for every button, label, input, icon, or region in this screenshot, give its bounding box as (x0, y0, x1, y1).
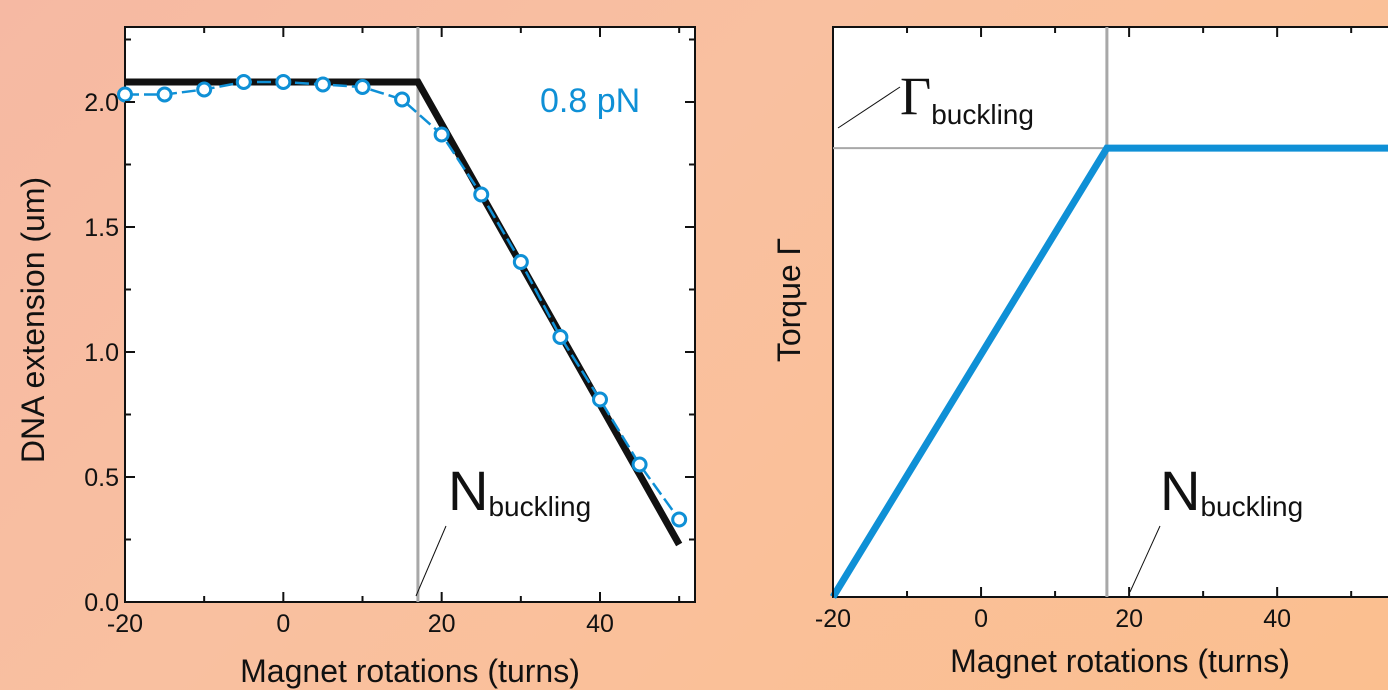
fit-line (125, 78, 683, 547)
y-tick-label: 0.5 (84, 464, 119, 492)
data-line (125, 80, 681, 521)
y-tick-label: 0.0 (84, 589, 119, 617)
data-point (156, 86, 173, 103)
right-n-buckling-symbol: N (1160, 459, 1200, 522)
right-y-axis-label: Torque Γ (771, 238, 807, 362)
right-y-axis-label-text: Torque Γ (771, 238, 807, 362)
data-point (275, 74, 292, 90)
data-point (117, 86, 133, 103)
right-chart-marks (830, 27, 1388, 599)
data-point (235, 74, 252, 90)
x-tick-label: 40 (586, 610, 614, 638)
x-tick-label: 0 (974, 605, 988, 633)
torque-line (830, 144, 1388, 599)
gamma-symbol: Γ (900, 66, 931, 126)
data-point (394, 91, 411, 108)
left-plot-area (124, 26, 696, 603)
data-point (671, 511, 688, 528)
left-chart-marks (117, 27, 688, 602)
gamma-subscript: buckling (931, 99, 1034, 130)
y-tick-label: 1.5 (84, 214, 119, 242)
y-tick-label: 2.0 (84, 89, 119, 117)
left-n-buckling-pointer (415, 525, 447, 597)
x-tick-label: -20 (815, 605, 851, 633)
data-point (433, 126, 450, 143)
right-plot-area (832, 26, 1388, 598)
x-tick-label: 40 (1263, 605, 1291, 633)
right-x-axis-label: Magnet rotations (turns) (950, 643, 1290, 679)
right-chart-ticks: -20 0 20 40 (815, 27, 1353, 633)
right-n-buckling-label: Nbuckling (1160, 459, 1303, 522)
x-tick-label: 20 (1115, 605, 1143, 633)
data-point (473, 186, 490, 203)
left-chart: -20 0 20 40 0.0 0.5 1.0 1.5 2.0 0.8 pN Nbuckling… (15, 26, 696, 689)
x-tick-label: -20 (107, 610, 143, 638)
right-n-buckling-subscript: buckling (1200, 491, 1303, 522)
left-chart-ticks: -20 0 20 40 0.0 0.5 1.0 1.5 2.0 (84, 27, 695, 638)
left-n-buckling-subscript: buckling (488, 491, 591, 522)
data-point (196, 81, 213, 98)
x-tick-label: 0 (276, 610, 290, 638)
data-point (552, 329, 569, 345)
left-x-axis-label: Magnet rotations (turns) (240, 653, 580, 689)
right-n-buckling-pointer (1129, 525, 1161, 593)
y-tick-label: 1.0 (84, 339, 119, 367)
data-point (354, 79, 371, 95)
gamma-buckling-label: Γbuckling (900, 66, 1034, 130)
left-n-buckling-symbol: N (448, 459, 488, 522)
x-tick-label: 20 (428, 610, 456, 638)
left-n-buckling-label: Nbuckling (448, 459, 591, 522)
data-point (592, 391, 608, 408)
data-point (314, 76, 331, 93)
gamma-pointer (837, 86, 901, 129)
data-point (631, 456, 648, 473)
data-point (512, 254, 529, 270)
force-annotation: 0.8 pN (540, 82, 640, 120)
right-chart: -20 0 20 40 Γbuckling Nbuckling Magnet rota… (771, 26, 1388, 679)
left-y-axis-label: DNA extension (um) (15, 177, 51, 463)
